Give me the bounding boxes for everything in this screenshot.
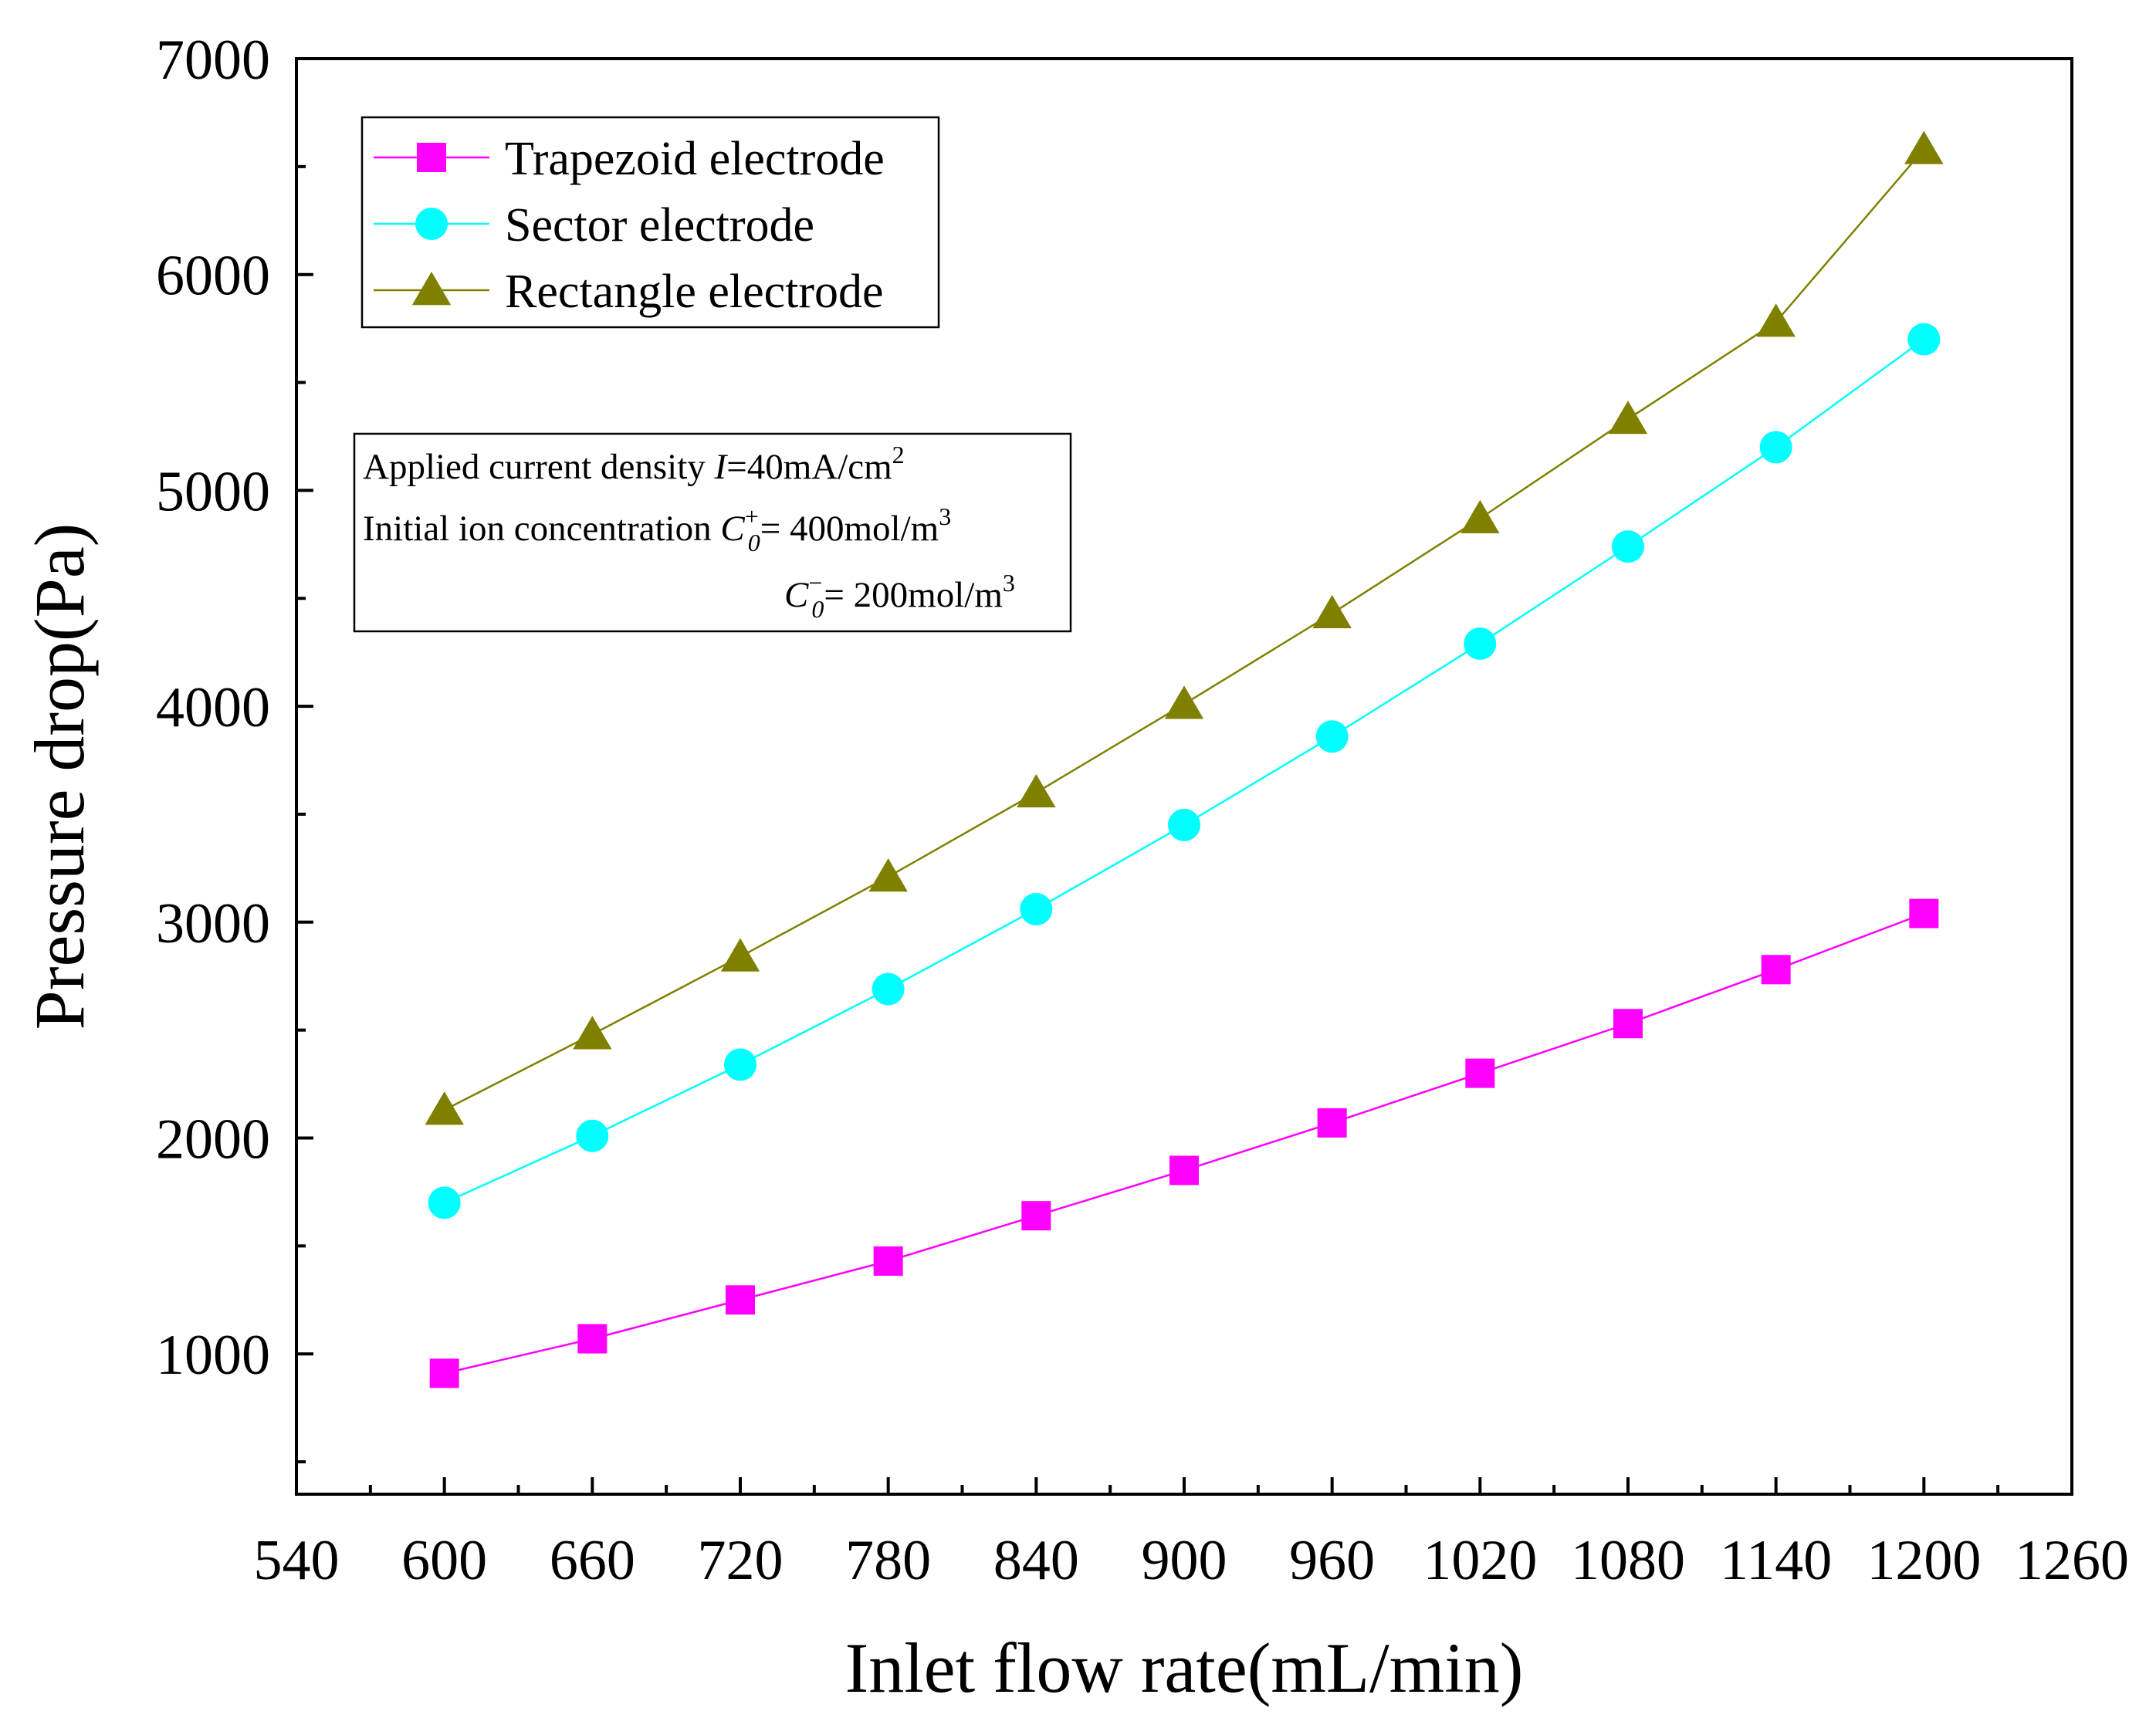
- data-point: [1460, 499, 1500, 533]
- data-point: [873, 1246, 903, 1276]
- y-tick-label: 5000: [156, 460, 270, 523]
- series-line: [444, 912, 1924, 1375]
- data-point: [1612, 530, 1644, 563]
- legend: Trapezoid electrode Sector electrode Recta…: [360, 116, 940, 329]
- data-point: [1312, 594, 1352, 629]
- annotation-line-1: Applied current density I=40mA/cm2: [363, 441, 905, 487]
- legend-label: Sector electrode: [505, 199, 814, 252]
- legend-box: [360, 116, 940, 329]
- annotation-line-3: C− 0= 200mol/m3: [784, 569, 1015, 623]
- legend-marker: [411, 272, 452, 306]
- y-tick-label: 3000: [156, 892, 270, 955]
- data-point: [726, 1285, 755, 1315]
- annotation-line-2: Initial ion concentration C+ 0= 400mol/m3: [363, 502, 951, 556]
- legend-marker: [415, 208, 448, 240]
- y-tick-label: 6000: [156, 245, 270, 308]
- y-tick-label: 2000: [156, 1108, 270, 1171]
- data-point: [1759, 431, 1792, 464]
- data-point: [1169, 1155, 1199, 1185]
- data-point: [1017, 773, 1056, 808]
- data-point: [1317, 1108, 1347, 1138]
- data-point: [1021, 1201, 1051, 1231]
- y-axis-title: Pressure drop(Pa): [20, 523, 99, 1030]
- data-point: [720, 938, 760, 972]
- y-tick-label: 4000: [156, 676, 270, 739]
- x-tick-label: 600: [401, 1529, 487, 1592]
- legend-items: Trapezoid electrode Sector electrode Recta…: [374, 133, 885, 318]
- data-point: [1164, 685, 1204, 719]
- y-tick-labels: 1000 2000 3000 4000 5000 6000 7000: [156, 29, 270, 1387]
- legend-label: Rectangle electrode: [505, 265, 884, 318]
- data-point: [576, 1119, 609, 1152]
- data-point: [1761, 955, 1791, 985]
- plot-area-frame: [295, 57, 2073, 1496]
- data-point: [573, 1016, 612, 1050]
- data-point: [1909, 898, 1939, 928]
- x-tick-label: 900: [1142, 1529, 1227, 1592]
- data-point: [428, 1186, 461, 1219]
- x-tick-labels: 540 600 660 720 780 840 900 960 1020 1080 1140 1200…: [254, 1529, 2130, 1592]
- x-tick-label: 780: [845, 1529, 931, 1592]
- data-point: [1465, 1058, 1495, 1088]
- y-tick-label: 1000: [156, 1324, 270, 1387]
- x-tick-label: 540: [254, 1529, 340, 1592]
- data-point: [1907, 323, 1941, 356]
- series-rectangle-electrode: [425, 130, 1944, 1125]
- x-tick-label: 1020: [1423, 1529, 1537, 1592]
- series-sector-electrode: [428, 323, 1941, 1219]
- x-tick-label: 960: [1289, 1529, 1375, 1592]
- data-point: [1315, 720, 1349, 753]
- data-point: [868, 858, 908, 892]
- legend-marker: [417, 143, 446, 172]
- annotation-box: Applied current density I=40mA/cm2 Initi…: [353, 432, 1072, 633]
- data-point: [1756, 303, 1796, 337]
- x-tick-label: 1080: [1571, 1529, 1685, 1592]
- x-tick-label: 1200: [1867, 1529, 1981, 1592]
- legend-item: Rectangle electrode: [374, 265, 884, 318]
- legend-label: Trapezoid electrode: [505, 133, 885, 185]
- y-tick-label: 7000: [156, 29, 270, 92]
- x-axis-title: Inlet flow rate(mL/min): [845, 1628, 1524, 1707]
- data-point: [1464, 627, 1497, 660]
- data-point: [1613, 1009, 1643, 1039]
- data-point: [872, 972, 905, 1006]
- data-point: [425, 1091, 464, 1125]
- data-point: [429, 1358, 459, 1388]
- data-point: [1020, 893, 1053, 926]
- legend-item: Sector electrode: [374, 199, 814, 252]
- series-trapezoid-electrode: [429, 898, 1939, 1388]
- x-tick-label: 720: [698, 1529, 784, 1592]
- annotation-frame: [353, 432, 1072, 633]
- x-tick-label: 1260: [2015, 1529, 2129, 1592]
- data-point: [1168, 808, 1200, 841]
- series-layer: [425, 130, 1944, 1388]
- legend-item: Trapezoid electrode: [374, 133, 885, 185]
- data-point: [577, 1324, 608, 1354]
- data-point: [1608, 401, 1648, 435]
- data-point: [1904, 130, 1944, 164]
- x-tick-label: 840: [993, 1529, 1079, 1592]
- x-tick-label: 660: [550, 1529, 635, 1592]
- x-tick-label: 1140: [1720, 1529, 1832, 1592]
- data-point: [724, 1048, 756, 1081]
